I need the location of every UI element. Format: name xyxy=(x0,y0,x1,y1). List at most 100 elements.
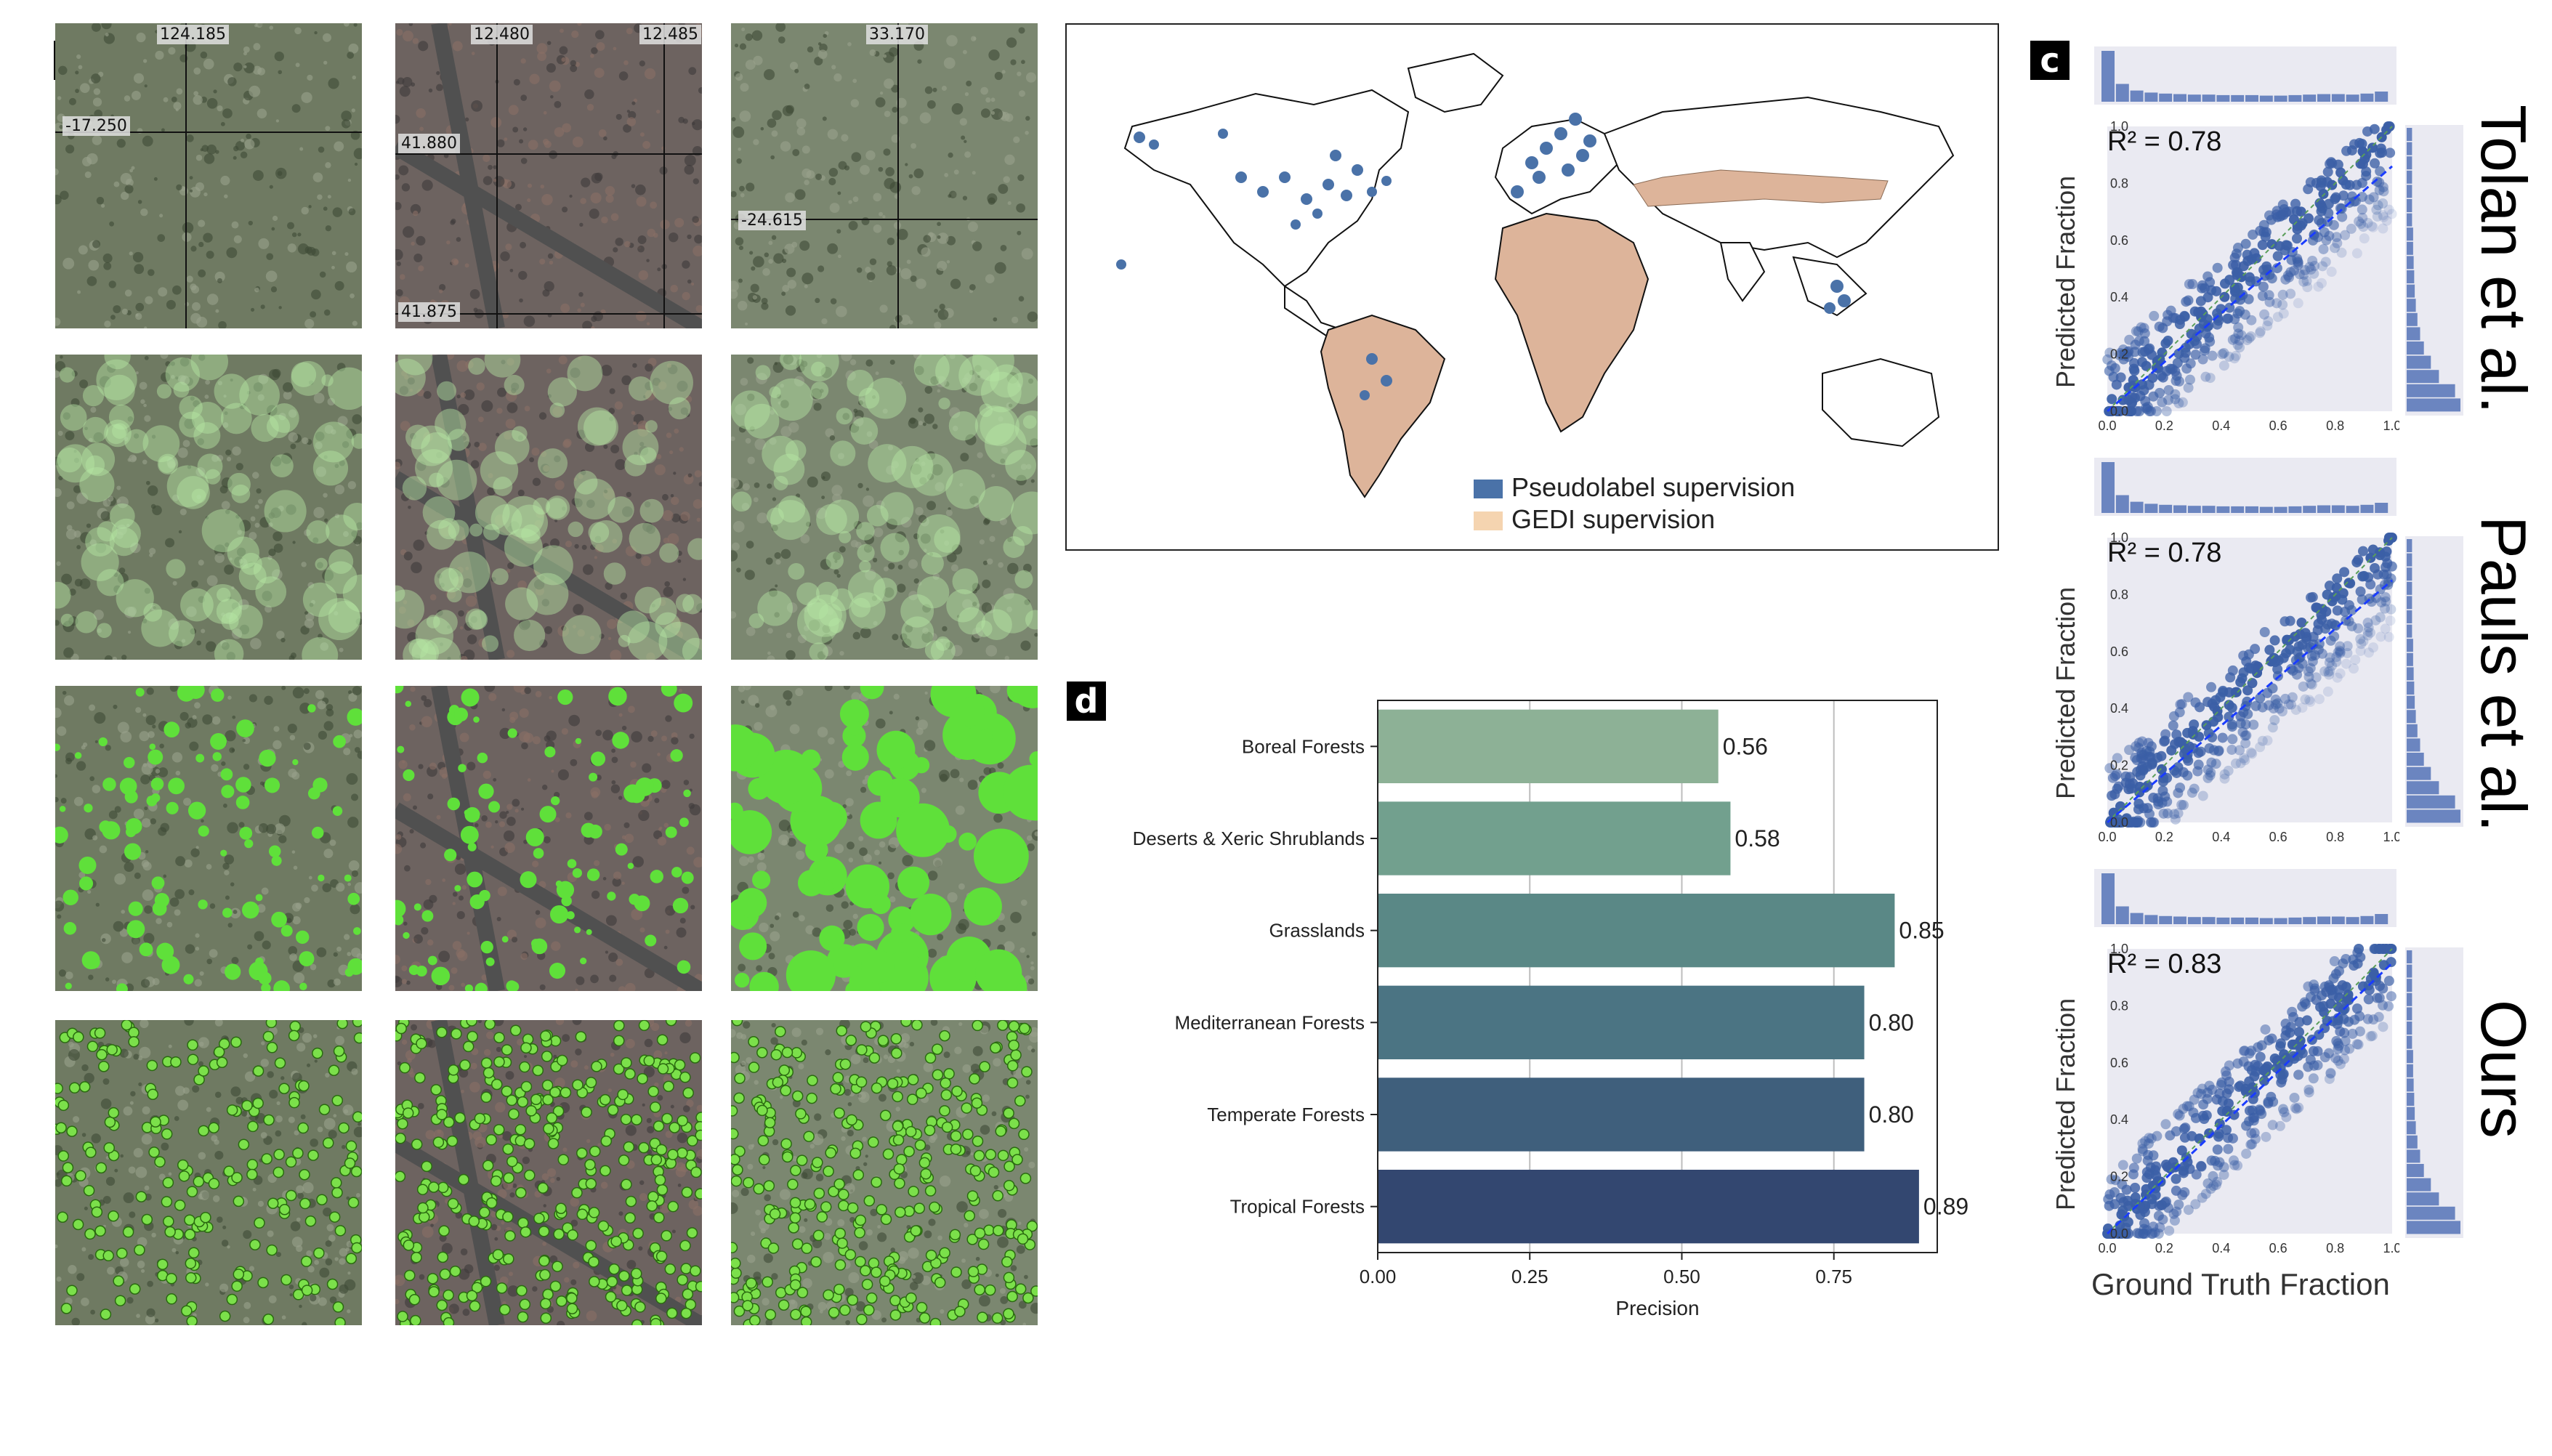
y-tick-label: 1.0 xyxy=(2110,530,2128,545)
hexbin-cell xyxy=(2173,1109,2184,1120)
histogram-bar xyxy=(2407,539,2412,552)
hexbin-cell xyxy=(2246,315,2257,325)
hexbin-cell xyxy=(2242,696,2253,707)
hexbin-cell xyxy=(2169,1215,2180,1226)
hexbin-cell xyxy=(2272,298,2282,309)
hexbin-cell xyxy=(2277,706,2287,717)
hexbin-cell xyxy=(2361,170,2372,181)
hexbin-cell xyxy=(2308,1073,2319,1084)
x-tick-label: 0.0 xyxy=(2098,1241,2116,1255)
hexbin-cell xyxy=(2381,215,2392,226)
bar xyxy=(1378,801,1731,875)
histogram-bar xyxy=(2407,767,2431,780)
hexbin-cell xyxy=(2200,1189,2211,1200)
hexbin-cell xyxy=(2291,1104,2302,1115)
hexbin-cell xyxy=(2205,767,2216,778)
greenland-shape xyxy=(1407,52,1504,113)
histogram-bar xyxy=(2231,917,2245,924)
histogram-bar xyxy=(2407,738,2420,752)
hexbin-cell xyxy=(2189,1094,2200,1105)
hexbin-cell xyxy=(2370,158,2381,169)
hexbin-cell xyxy=(2354,1026,2365,1037)
hexbin-cell xyxy=(2156,764,2167,774)
histogram-bar xyxy=(2331,94,2345,102)
hexbin-cell xyxy=(2385,533,2396,543)
hexbin-cell xyxy=(2184,279,2194,290)
hexbin-cell xyxy=(2277,1074,2287,1085)
hexbin-cell xyxy=(2317,990,2327,1001)
hexbin-cell xyxy=(2378,223,2389,234)
hexbin-cell xyxy=(2294,1027,2305,1038)
hexbin-cell xyxy=(2231,350,2242,361)
x-tick-label: 0.00 xyxy=(1360,1266,1397,1287)
y-tick-label: 0.2 xyxy=(2110,1170,2128,1184)
hexbin-cell xyxy=(2174,1110,2185,1121)
hexbin-cell xyxy=(2218,1169,2229,1180)
coord-label: 41.875 xyxy=(398,302,460,322)
histogram-bar xyxy=(2288,506,2302,513)
hexbin-cell xyxy=(2331,232,2342,243)
hexbin-cell xyxy=(2300,264,2311,275)
hexbin-cell xyxy=(2165,305,2176,316)
hexbin-cell xyxy=(2103,1194,2114,1205)
hexbin-cell xyxy=(2175,315,2186,325)
hexbin-cell xyxy=(2261,1063,2272,1074)
hexbin-cell xyxy=(2144,809,2155,820)
histogram-bar xyxy=(2407,624,2412,638)
x-tick-label: 0.8 xyxy=(2326,830,2344,844)
fit-line xyxy=(2107,165,2393,413)
hexbin-cell xyxy=(2183,295,2194,306)
hexbin-cell xyxy=(2170,389,2181,400)
hexbin-cell xyxy=(2263,316,2274,327)
histogram-bar xyxy=(2407,170,2412,184)
x-tick-label: 0.8 xyxy=(2326,1241,2344,1255)
hexbin-cell xyxy=(2351,1003,2362,1014)
hexbin-cell xyxy=(2330,193,2341,204)
histogram-bar xyxy=(2407,156,2412,170)
hexbin-cell xyxy=(2208,716,2219,727)
hexbin-cell xyxy=(2217,349,2228,360)
hexbin-cell xyxy=(2248,719,2259,730)
hexbin-cell xyxy=(2357,192,2367,203)
hexbin-cell xyxy=(2207,1084,2218,1095)
hexbin-cell xyxy=(2330,243,2341,254)
histogram-bar xyxy=(2331,916,2345,924)
category-label: Deserts & Xeric Shrublands xyxy=(1133,828,1365,849)
hexbin-cell xyxy=(2148,391,2159,402)
satellite-tile xyxy=(731,686,1038,991)
hexbin-cell xyxy=(2272,312,2283,323)
hexbin-cell xyxy=(2275,1038,2286,1049)
hexbin-cell xyxy=(2195,746,2206,757)
value-label: 0.56 xyxy=(1723,733,1768,759)
histogram-bar xyxy=(2407,128,2412,141)
hexbin-cell xyxy=(2128,375,2139,386)
hexbin-cell xyxy=(2203,320,2214,331)
hexbin-cell xyxy=(2383,204,2394,215)
bar xyxy=(1378,709,1719,783)
hexbin-cell xyxy=(2212,262,2223,273)
hexbin-cell xyxy=(2285,615,2295,626)
coord-label: 124.185 xyxy=(157,25,229,44)
hexbin-cell xyxy=(2381,596,2391,607)
histogram-bar xyxy=(2231,94,2245,102)
histogram-bar xyxy=(2173,916,2186,924)
hexbin-cell xyxy=(2182,770,2193,781)
hexbin-cell xyxy=(2335,641,2346,652)
histogram-bar xyxy=(2216,506,2230,513)
hexbin-cell xyxy=(2285,267,2296,278)
hexbin-cell xyxy=(2234,745,2245,756)
hexbin-cell xyxy=(2319,1052,2330,1063)
hexbin-cell xyxy=(2197,1192,2208,1203)
histogram-bar xyxy=(2407,1164,2424,1177)
legend-label-pseudolabel: Pseudolabel supervision xyxy=(1511,472,1796,502)
satellite-tile xyxy=(731,1020,1038,1325)
hexbin-cell xyxy=(2184,374,2195,385)
hexbin-cell xyxy=(2306,679,2317,690)
x-tick-label: 0.2 xyxy=(2155,418,2173,433)
hexbin-cell xyxy=(2232,243,2243,254)
hexbin-cell xyxy=(2157,776,2168,787)
hexbin-cell xyxy=(2350,655,2361,666)
south-america-shape xyxy=(1320,314,1446,498)
hexbin-cell xyxy=(2239,753,2250,764)
hexbin-cell xyxy=(2244,272,2255,283)
